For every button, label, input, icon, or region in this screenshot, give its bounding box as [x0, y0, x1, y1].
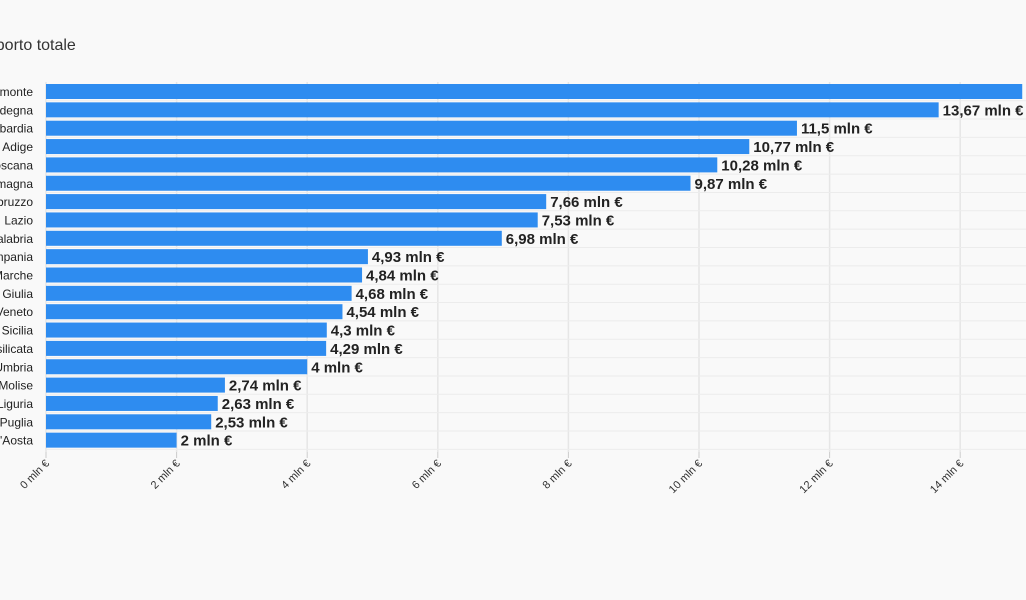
value-label: 9,87 mln € [695, 176, 768, 193]
category-label: Toscana [0, 158, 33, 172]
category-label: Valle d'Aosta [0, 434, 33, 448]
category-label: Lazio [4, 213, 33, 227]
bar[interactable] [46, 84, 1023, 99]
bar[interactable] [46, 304, 343, 320]
value-label: 13,67 mln € [943, 102, 1025, 119]
x-tick-label: 10 mln € [667, 458, 705, 496]
value-label: 2,63 mln € [222, 396, 295, 413]
value-label: 10,28 mln € [721, 157, 803, 174]
value-label: 4,68 mln € [356, 286, 429, 303]
value-label: 2,53 mln € [215, 414, 288, 431]
category-label: Umbria [0, 360, 33, 374]
category-label: Sardegna [0, 103, 33, 117]
value-label: 4,29 mln € [330, 341, 403, 358]
category-label: Sicilia [2, 324, 34, 338]
x-tick-label: 14 mln € [928, 458, 966, 496]
value-label: 4,3 mln € [331, 323, 396, 340]
bar[interactable] [46, 139, 750, 155]
chart-title: Importo totale [0, 37, 76, 54]
x-tick-label: 2 mln € [149, 458, 183, 492]
value-label: 10,77 mln € [753, 139, 835, 156]
value-label: 11,5 mln € [801, 121, 873, 138]
bar[interactable] [46, 212, 538, 228]
bar[interactable] [46, 432, 177, 448]
bar[interactable] [46, 194, 547, 210]
category-label: Calabria [0, 232, 33, 246]
x-tick-label: 0 mln € [18, 458, 52, 492]
category-label: Trentino-Alto Adige [0, 140, 33, 154]
bar[interactable] [46, 395, 218, 411]
bar[interactable] [46, 157, 718, 173]
bar[interactable] [46, 230, 502, 246]
bar[interactable] [46, 285, 352, 301]
category-label: Puglia [0, 415, 33, 429]
bars [46, 84, 1023, 448]
labels: Piemonte Sardegna 13,67 mln € Lombardia 11,5… [0, 85, 1024, 450]
x-tick-label: 4 mln € [279, 458, 313, 492]
x-tick-label: 6 mln € [410, 458, 444, 492]
category-label: Marche [0, 269, 33, 283]
value-label: 4 mln € [311, 359, 363, 376]
x-tick-label: 12 mln € [797, 458, 835, 496]
category-label: Abruzzo [0, 195, 33, 209]
value-label: 2 mln € [181, 433, 233, 450]
category-label: Campania [0, 250, 33, 264]
bar[interactable] [46, 359, 308, 375]
value-label: 4,93 mln € [372, 249, 445, 266]
bar[interactable] [46, 267, 363, 283]
value-label: 7,66 mln € [550, 194, 623, 211]
value-label: 6,98 mln € [506, 231, 579, 248]
x-tick-label: 8 mln € [541, 458, 575, 492]
value-label: 4,84 mln € [366, 268, 439, 285]
category-label: Friuli-Venezia Giulia [0, 287, 33, 301]
bar[interactable] [46, 175, 691, 191]
category-label: Piemonte [0, 85, 33, 99]
value-label: 7,53 mln € [542, 212, 615, 229]
x-axis: 0 mln € 2 mln € 4 mln € 6 mln € 8 mln € 10 ml… [18, 452, 966, 496]
bar[interactable] [46, 249, 368, 265]
bar[interactable] [46, 377, 225, 393]
bar[interactable] [46, 414, 212, 430]
grid-lines [45, 82, 1026, 452]
bar[interactable] [46, 120, 797, 136]
category-label: Liguria [0, 397, 33, 411]
bar[interactable] [46, 102, 939, 118]
category-label: Molise [0, 379, 33, 393]
value-label: 4,54 mln € [346, 304, 419, 321]
bar[interactable] [46, 322, 327, 338]
category-label: Lombardia [0, 122, 33, 136]
bar[interactable] [46, 340, 327, 356]
category-label: Emilia-Romagna [0, 177, 33, 191]
value-label: 2,74 mln € [229, 378, 302, 395]
category-label: Veneto [0, 305, 33, 319]
category-label: Basilicata [0, 342, 33, 356]
